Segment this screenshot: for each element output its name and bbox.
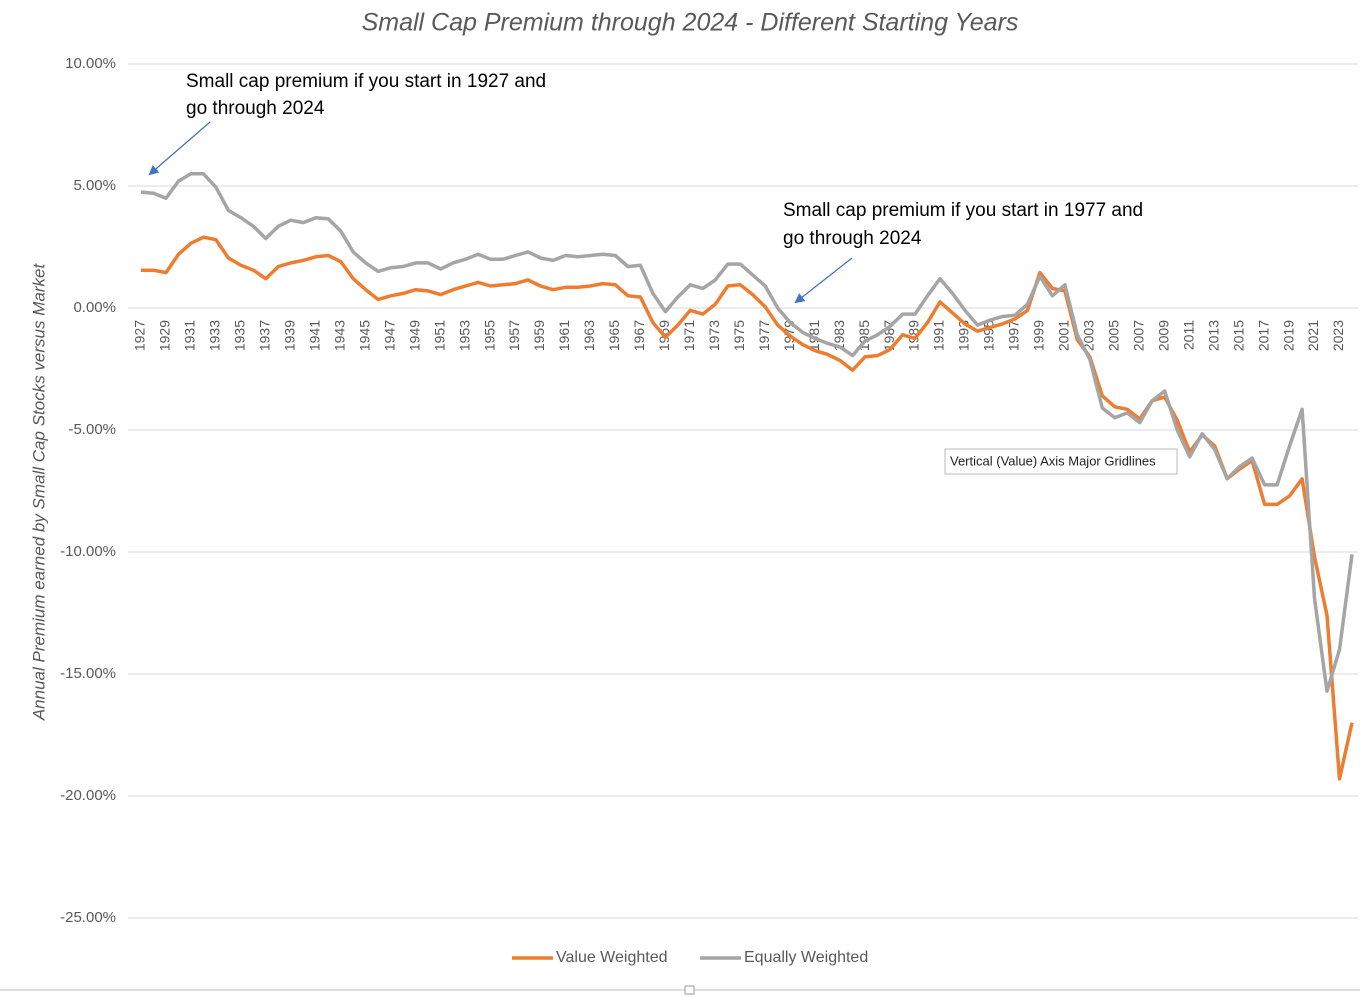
x-tick-label: 1937 <box>257 320 273 351</box>
x-tick-label: 1927 <box>132 320 148 351</box>
x-tick-label: 1953 <box>456 320 472 351</box>
x-tick-label: 1941 <box>306 320 322 351</box>
x-tick-label: 1997 <box>1006 320 1022 351</box>
y-tick-label: 10.00% <box>65 55 116 72</box>
x-tick-label: 2009 <box>1155 320 1171 351</box>
annotation: Small cap premium if you start in 1977 a… <box>783 200 1143 221</box>
x-tick-label: 1973 <box>706 320 722 351</box>
y-tick-label: 5.00% <box>73 177 116 194</box>
chart-title: Small Cap Premium through 2024 - Differe… <box>362 9 1019 37</box>
x-tick-label: 1977 <box>756 320 772 351</box>
x-tick-label: 1947 <box>381 320 397 351</box>
y-tick-label: 0.00% <box>73 299 116 316</box>
x-tick-label: 1983 <box>831 320 847 351</box>
x-tick-label: 1939 <box>282 320 298 351</box>
x-tick-label: 2003 <box>1081 320 1097 351</box>
annotation: Small cap premium if you start in 1927 a… <box>186 71 546 92</box>
y-tick-label: -20.00% <box>60 787 116 804</box>
x-tick-label: 2007 <box>1130 320 1146 351</box>
x-tick-label: 1991 <box>931 320 947 351</box>
annotation: go through 2024 <box>186 98 325 119</box>
x-tick-label: 1993 <box>956 320 972 351</box>
x-tick-label: 1967 <box>631 320 647 351</box>
y-tick-label: -5.00% <box>68 421 116 438</box>
legend: Value Weighted Equally Weighted <box>512 949 868 966</box>
x-tick-label: 1957 <box>506 320 522 351</box>
annotation-arrow <box>794 257 853 304</box>
x-tick-label: 1987 <box>881 320 897 351</box>
resize-handle[interactable] <box>684 985 695 995</box>
x-tick-label: 2011 <box>1180 320 1196 350</box>
series-line <box>141 235 1354 781</box>
x-tick-label: 1951 <box>431 320 447 351</box>
grid <box>128 63 1358 919</box>
x-tick-label: 2013 <box>1205 320 1221 351</box>
y-tick-label: -10.00% <box>60 543 116 560</box>
x-tick-label: 2017 <box>1255 320 1271 351</box>
legend-label: Equally Weighted <box>744 949 868 966</box>
x-tick-label: 1931 <box>182 320 198 351</box>
x-tick-label: 2023 <box>1330 320 1346 351</box>
x-tick-label: 1989 <box>906 320 922 351</box>
series-lines <box>140 172 1354 781</box>
x-tick-label: 1933 <box>207 320 223 351</box>
x-tick-label: 1999 <box>1031 320 1047 351</box>
x-tick-label: 1975 <box>731 320 747 351</box>
x-tick-label: 1945 <box>356 320 372 351</box>
x-axis-labels: 1927 1929 1931 1933 1935 1937 1939 1941 1943 1945… <box>132 320 1347 351</box>
y-tick-label: -25.00% <box>60 909 116 926</box>
x-tick-label: 1971 <box>681 320 697 351</box>
x-tick-label: 1959 <box>531 320 547 351</box>
x-tick-label: 2021 <box>1305 320 1321 351</box>
y-axis-title: Annual Premium earned by Small Cap Stock… <box>29 263 48 722</box>
x-tick-label: 1981 <box>806 320 822 351</box>
x-tick-label: 1929 <box>157 320 173 351</box>
series-line <box>140 172 1354 693</box>
legend-label: Value Weighted <box>556 949 667 966</box>
x-tick-label: 2001 <box>1056 320 1072 351</box>
x-tick-label: 1943 <box>331 320 347 351</box>
annotation-arrow <box>148 121 211 176</box>
x-tick-label: 1965 <box>606 320 622 351</box>
x-tick-label: 1935 <box>232 320 248 351</box>
x-tick-label: 1955 <box>481 320 497 351</box>
x-tick-label: 1949 <box>406 320 422 351</box>
x-tick-label: 1963 <box>581 320 597 351</box>
tooltip-box <box>944 448 1178 475</box>
annotation: go through 2024 <box>783 228 922 249</box>
tooltip: Vertical (Value) Axis Major Gridlines <box>950 453 1156 468</box>
x-tick-label: 1985 <box>856 320 872 351</box>
x-tick-label: 2019 <box>1280 320 1296 351</box>
x-tick-label: 2005 <box>1105 320 1121 351</box>
x-tick-label: 1961 <box>556 320 572 351</box>
y-tick-label: -15.00% <box>60 665 116 682</box>
x-tick-label: 2015 <box>1230 320 1246 351</box>
